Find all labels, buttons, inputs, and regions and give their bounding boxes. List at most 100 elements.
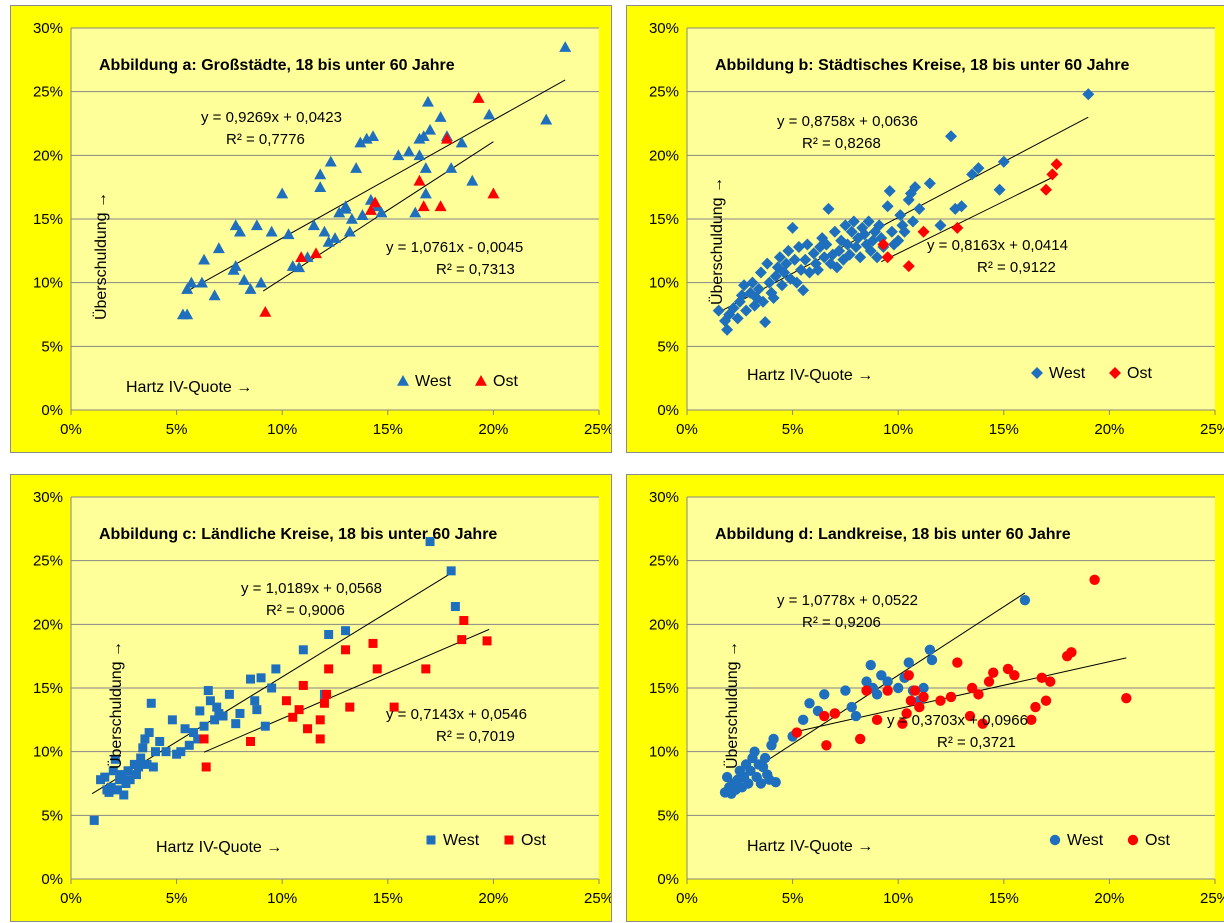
x-tick-label: 25%	[584, 421, 611, 438]
x-tick-label: 15%	[373, 890, 403, 907]
y-tick-label: 20%	[649, 147, 679, 164]
point-ost	[901, 708, 912, 719]
trendline-ost	[796, 657, 1127, 732]
point-west	[195, 276, 208, 288]
point-west	[419, 187, 432, 199]
point-west	[826, 248, 839, 261]
point-west	[235, 708, 245, 718]
point-west	[918, 682, 929, 694]
point-ost	[854, 733, 866, 745]
legend-marker-ost	[1109, 367, 1121, 379]
point-west	[955, 200, 968, 213]
point-west	[966, 168, 979, 181]
point-ost	[902, 260, 915, 273]
point-west	[822, 202, 835, 215]
point-west	[782, 244, 795, 257]
y-tick-label: 20%	[649, 616, 679, 633]
point-west	[409, 206, 422, 218]
y-tick-label: 30%	[649, 20, 679, 37]
point-west	[780, 257, 793, 270]
point-west	[757, 295, 770, 308]
point-west	[402, 145, 415, 157]
trendline-west	[91, 572, 452, 795]
point-west	[727, 302, 740, 315]
trend-equation: y = 1,0778x + 0,0522	[777, 592, 918, 609]
point-west	[828, 225, 841, 238]
point-west	[840, 685, 851, 696]
point-west	[161, 747, 171, 757]
point-ost	[298, 680, 308, 690]
point-west	[119, 790, 129, 800]
x-tick-label: 15%	[989, 421, 1019, 438]
point-west	[181, 283, 194, 294]
point-west	[244, 283, 257, 294]
point-west	[1019, 594, 1031, 606]
point-ost	[819, 710, 830, 722]
point-west	[100, 772, 110, 782]
point-west	[208, 289, 221, 301]
x-tick-label: 10%	[267, 890, 297, 907]
point-west	[117, 770, 127, 780]
point-ost	[1036, 672, 1048, 684]
point-west	[866, 234, 879, 247]
point-west	[792, 241, 805, 254]
point-west	[483, 108, 496, 120]
x-tick-label: 25%	[584, 890, 611, 907]
point-west	[893, 682, 904, 694]
point-ost	[1026, 714, 1037, 726]
point-west	[883, 184, 896, 197]
point-west	[790, 276, 803, 289]
point-ost	[983, 676, 995, 687]
y-tick-label: 25%	[33, 84, 63, 101]
r-squared-label: R² = 0,8268	[802, 135, 881, 152]
point-ost	[459, 616, 469, 626]
y-tick-label: 5%	[657, 807, 679, 824]
point-west	[850, 710, 862, 722]
point-ost	[434, 200, 447, 212]
point-west	[233, 225, 246, 237]
legend-label-ost: Ost	[493, 373, 518, 390]
point-west	[818, 251, 831, 264]
point-west	[778, 266, 791, 279]
chart-b-svg: 0% 5% 10% 15% 20% 25% 30% 0% 5% 10% 15% 20% 25% Abbil…	[649, 20, 1224, 438]
chart-panel-a: 0% 5% 10% 15% 20% 25% 30% 0% 5% 10% 15% 20% 25% Abbil…	[10, 5, 612, 453]
point-west	[807, 247, 820, 260]
point-west	[293, 261, 306, 273]
point-ost	[413, 174, 426, 186]
legend-label-west: West	[1049, 365, 1086, 382]
y-tick-label: 0%	[41, 871, 63, 888]
point-ost	[988, 667, 999, 678]
x-axis-label: Hartz IV-Quote →	[126, 379, 252, 396]
point-west	[752, 283, 765, 296]
point-west	[894, 209, 907, 222]
point-west	[142, 759, 152, 769]
point-west	[903, 657, 914, 668]
point-ost	[322, 689, 332, 699]
point-ost	[295, 251, 308, 262]
point-west	[224, 689, 234, 699]
point-west	[909, 181, 922, 194]
trendline-west	[182, 79, 566, 295]
r-squared-label: R² = 0,7313	[436, 261, 515, 278]
point-west	[314, 168, 327, 180]
point-west	[424, 123, 437, 135]
x-axis-label: Hartz IV-Quote →	[747, 367, 873, 384]
point-west	[913, 202, 926, 215]
x-tick-label: 0%	[676, 421, 698, 438]
point-ost	[973, 689, 984, 700]
point-west	[845, 225, 858, 238]
point-west	[260, 721, 270, 731]
point-ost	[369, 196, 382, 208]
point-west	[150, 747, 160, 757]
point-west	[767, 291, 780, 304]
point-west	[110, 754, 120, 764]
point-west	[375, 206, 388, 218]
point-west	[865, 659, 876, 671]
point-west	[265, 225, 278, 237]
chart-c-svg: 0% 5% 10% 15% 20% 25% 30% 0% 5% 10% 15% 20% 25% Abbil…	[33, 489, 611, 907]
x-tick-label: 20%	[478, 421, 508, 438]
point-west	[199, 721, 209, 731]
y-tick-label: 30%	[649, 489, 679, 506]
point-ost	[341, 645, 351, 655]
point-ost	[861, 685, 872, 696]
